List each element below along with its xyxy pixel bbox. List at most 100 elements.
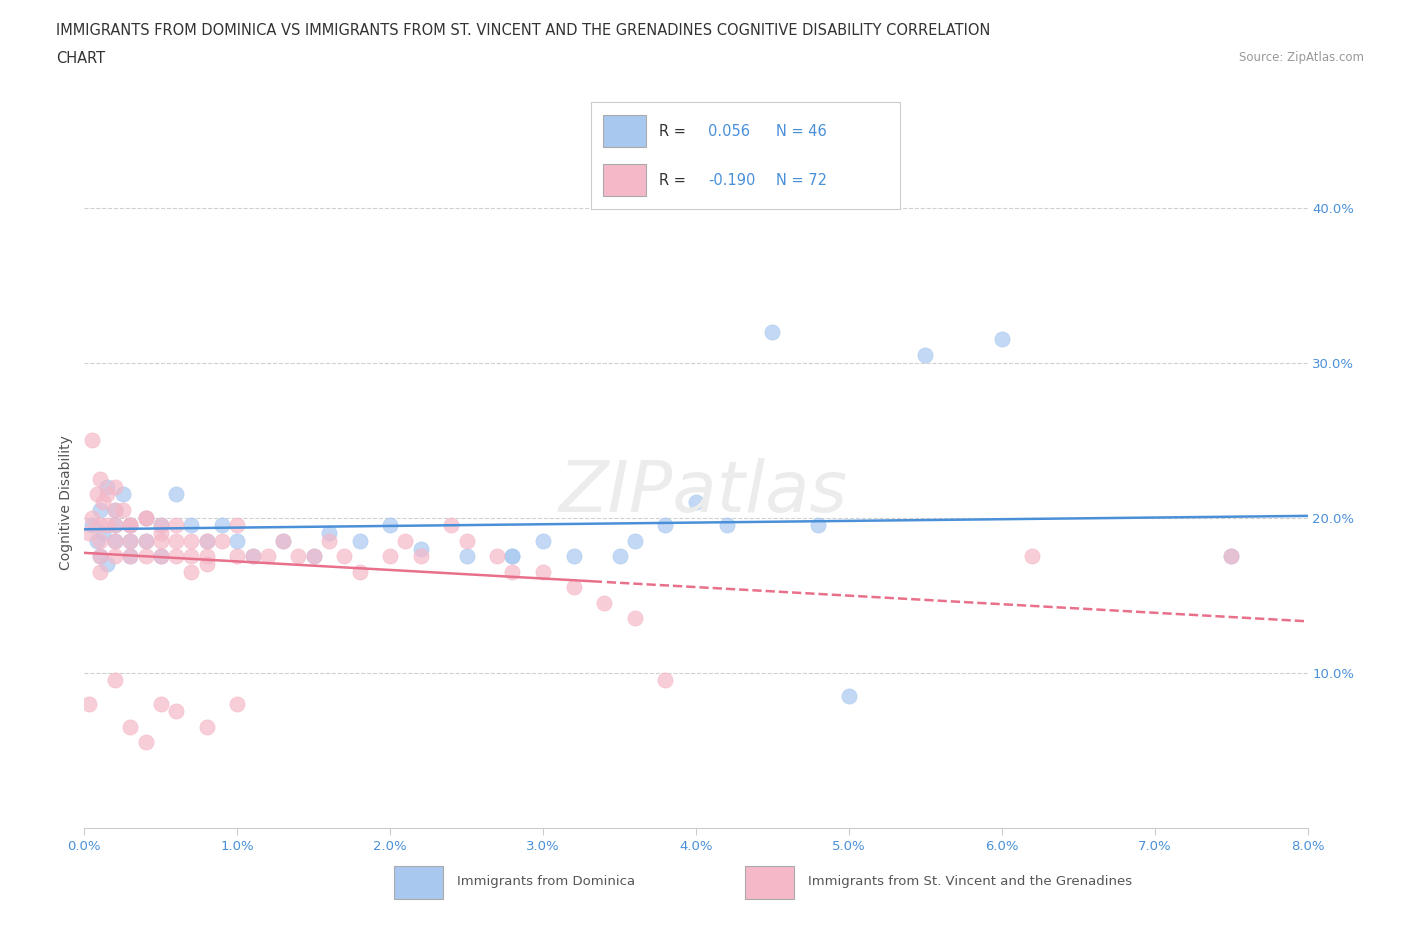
Point <box>149 549 172 564</box>
Point <box>914 348 936 363</box>
Point <box>226 549 249 564</box>
Point <box>120 534 142 549</box>
Point <box>120 549 142 564</box>
Point <box>685 495 707 510</box>
Point <box>77 525 100 540</box>
Point <box>104 502 127 517</box>
Point <box>89 549 111 564</box>
Point <box>409 549 432 564</box>
Point <box>91 525 114 540</box>
Point <box>165 534 187 549</box>
Point <box>111 487 134 502</box>
Point <box>807 518 830 533</box>
Point <box>120 549 142 564</box>
Point <box>394 534 416 549</box>
Point <box>654 518 676 533</box>
Point <box>135 534 157 549</box>
Point <box>502 549 524 564</box>
Point <box>165 704 187 719</box>
Text: ZIPatlas: ZIPatlas <box>558 458 848 527</box>
Point <box>456 549 478 564</box>
Point <box>456 534 478 549</box>
Point <box>111 502 134 517</box>
Text: Immigrants from St. Vincent and the Grenadines: Immigrants from St. Vincent and the Gren… <box>808 875 1133 887</box>
Point <box>135 511 157 525</box>
Point <box>104 534 127 549</box>
Point <box>593 595 616 610</box>
Point <box>77 697 100 711</box>
Point <box>89 502 111 517</box>
Point <box>1220 549 1243 564</box>
Point <box>104 479 127 494</box>
Point <box>1220 549 1243 564</box>
Point <box>211 518 233 533</box>
Point <box>104 518 127 533</box>
Point <box>149 525 172 540</box>
Point <box>86 487 108 502</box>
Point <box>180 565 202 579</box>
Point <box>135 511 157 525</box>
Point <box>195 534 218 549</box>
Point <box>195 720 218 735</box>
Point <box>195 557 218 572</box>
Point <box>96 479 118 494</box>
Point <box>104 549 127 564</box>
Point <box>80 518 103 533</box>
Point <box>380 549 402 564</box>
Text: IMMIGRANTS FROM DOMINICA VS IMMIGRANTS FROM ST. VINCENT AND THE GRENADINES COGNI: IMMIGRANTS FROM DOMINICA VS IMMIGRANTS F… <box>56 23 991 38</box>
Text: CHART: CHART <box>56 51 105 66</box>
Point <box>104 518 127 533</box>
Point <box>180 549 202 564</box>
Point <box>624 611 647 626</box>
Point <box>96 557 118 572</box>
Point <box>180 518 202 533</box>
Point <box>135 534 157 549</box>
Point <box>257 549 280 564</box>
Point <box>302 549 325 564</box>
Point <box>135 511 157 525</box>
Point <box>135 549 157 564</box>
Point <box>104 502 127 517</box>
Point <box>716 518 738 533</box>
Point <box>440 518 463 533</box>
Point <box>562 549 585 564</box>
Point <box>104 673 127 688</box>
Point <box>165 487 187 502</box>
Point <box>287 549 309 564</box>
Point <box>349 534 371 549</box>
Point <box>89 565 111 579</box>
Text: Immigrants from Dominica: Immigrants from Dominica <box>457 875 636 887</box>
Point <box>380 518 402 533</box>
Point <box>502 565 524 579</box>
Point <box>1021 549 1043 564</box>
Text: N = 72: N = 72 <box>776 173 827 188</box>
Point <box>318 534 340 549</box>
FancyBboxPatch shape <box>745 866 794 899</box>
Text: Source: ZipAtlas.com: Source: ZipAtlas.com <box>1239 51 1364 64</box>
Point <box>242 549 264 564</box>
FancyBboxPatch shape <box>603 165 647 196</box>
Point <box>531 565 554 579</box>
Point <box>120 518 142 533</box>
Point <box>80 432 103 447</box>
Point <box>226 534 249 549</box>
Point <box>271 534 294 549</box>
Text: R =: R = <box>658 173 690 188</box>
Point <box>91 495 114 510</box>
Point <box>96 487 118 502</box>
Point <box>226 697 249 711</box>
Text: -0.190: -0.190 <box>709 173 755 188</box>
Point <box>89 534 111 549</box>
Point <box>211 534 233 549</box>
Point <box>135 735 157 750</box>
Point <box>149 518 172 533</box>
Point <box>761 325 783 339</box>
Text: N = 46: N = 46 <box>776 124 827 139</box>
Point <box>349 565 371 579</box>
Point <box>165 549 187 564</box>
Point <box>838 688 860 703</box>
Y-axis label: Cognitive Disability: Cognitive Disability <box>59 434 73 570</box>
Point <box>149 518 172 533</box>
Point <box>165 518 187 533</box>
Point <box>195 549 218 564</box>
